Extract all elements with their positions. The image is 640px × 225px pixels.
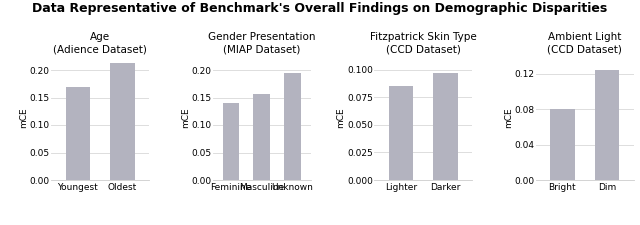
Title: Fitzpatrick Skin Type
(CCD Dataset): Fitzpatrick Skin Type (CCD Dataset) [370, 32, 477, 54]
Bar [595, 70, 619, 180]
Title: Gender Presentation
(MIAP Dataset): Gender Presentation (MIAP Dataset) [208, 32, 316, 54]
Bar [66, 86, 90, 180]
Bar [253, 94, 270, 180]
Bar [433, 73, 458, 180]
Y-axis label: mCE: mCE [181, 108, 190, 128]
Bar [110, 63, 134, 180]
Text: Data Representative of Benchmark's Overall Findings on Demographic Disparities: Data Representative of Benchmark's Overa… [33, 2, 607, 15]
Bar [388, 86, 413, 180]
Bar [284, 73, 301, 180]
Y-axis label: mCE: mCE [19, 108, 28, 128]
Y-axis label: mCE: mCE [504, 108, 513, 128]
Title: Age
(Adience Dataset): Age (Adience Dataset) [53, 32, 147, 54]
Bar [550, 109, 575, 180]
Title: Ambient Light
(CCD Dataset): Ambient Light (CCD Dataset) [547, 32, 622, 54]
Y-axis label: mCE: mCE [337, 108, 346, 128]
Bar [223, 103, 239, 180]
